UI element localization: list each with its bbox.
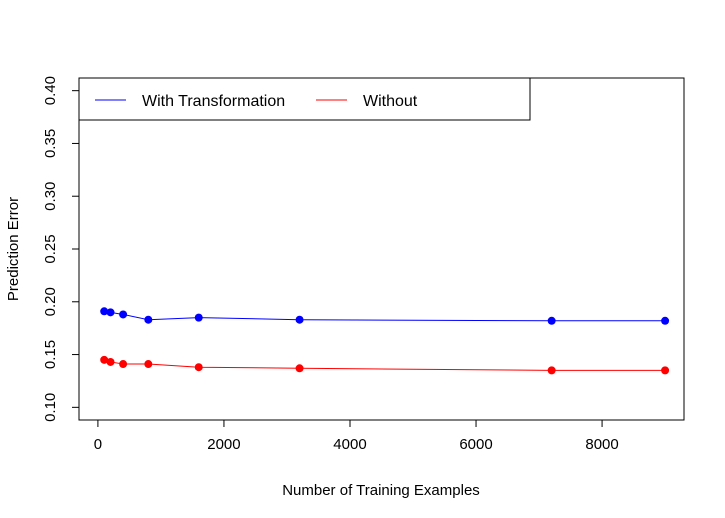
y-tick-label-1: 0.15 xyxy=(42,340,59,369)
legend-label-with-transformation: With Transformation xyxy=(142,93,285,110)
data-point-with-transformation-3 xyxy=(144,315,153,324)
series-line-without xyxy=(104,359,666,371)
series-layer xyxy=(100,307,670,375)
y-tick-label-5: 0.35 xyxy=(42,129,59,158)
data-point-without-5 xyxy=(295,364,304,373)
data-point-with-transformation-0 xyxy=(100,307,109,316)
x-tick-label-1: 2000 xyxy=(207,436,240,453)
y-tick-label-0: 0.10 xyxy=(42,393,59,422)
y-axis: 0.10 0.15 0.20 0.25 0.30 0.35 0.40 xyxy=(42,76,80,422)
x-tick-label-0: 0 xyxy=(94,436,102,453)
x-tick-label-3: 6000 xyxy=(459,436,492,453)
y-tick-label-4: 0.30 xyxy=(42,182,59,211)
y-axis-title: Prediction Error xyxy=(5,197,22,301)
data-point-without-6 xyxy=(547,366,556,375)
x-tick-label-4: 8000 xyxy=(585,436,618,453)
x-axis-title: Number of Training Examples xyxy=(282,482,480,499)
data-point-without-1 xyxy=(106,357,115,366)
data-point-with-transformation-4 xyxy=(194,313,203,322)
legend-box xyxy=(78,77,531,121)
y-tick-label-6: 0.40 xyxy=(42,76,59,105)
data-point-without-0 xyxy=(100,355,109,364)
x-axis: 0 2000 4000 6000 8000 xyxy=(94,419,619,453)
data-point-without-7 xyxy=(661,366,670,375)
y-tick-label-2: 0.20 xyxy=(42,287,59,316)
y-tick-label-3: 0.25 xyxy=(42,234,59,263)
x-tick-label-2: 4000 xyxy=(333,436,366,453)
data-point-without-3 xyxy=(144,360,153,369)
data-point-with-transformation-6 xyxy=(547,316,556,325)
data-point-with-transformation-2 xyxy=(119,310,128,319)
data-point-with-transformation-1 xyxy=(106,308,115,317)
data-point-without-2 xyxy=(119,360,128,369)
legend-label-without: Without xyxy=(363,93,418,110)
data-point-with-transformation-7 xyxy=(661,316,670,325)
series-line-with-transformation xyxy=(104,310,666,322)
data-point-without-4 xyxy=(194,363,203,372)
data-point-with-transformation-5 xyxy=(295,315,304,324)
legend: With Transformation Without xyxy=(78,77,531,121)
